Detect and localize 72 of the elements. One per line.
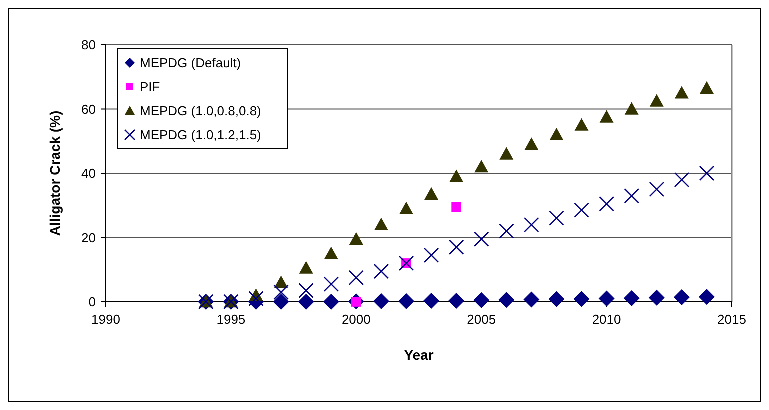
point — [648, 290, 665, 306]
point — [650, 94, 664, 107]
point — [448, 240, 464, 256]
point — [299, 261, 314, 274]
point — [474, 160, 489, 173]
point — [424, 187, 439, 200]
point — [274, 284, 289, 300]
x-tick-label: 2000 — [342, 312, 371, 327]
point — [524, 217, 540, 233]
point — [674, 86, 689, 99]
point — [674, 172, 690, 188]
point — [524, 292, 540, 308]
point — [298, 283, 314, 298]
point — [448, 293, 465, 310]
point — [474, 292, 490, 308]
point — [598, 290, 615, 307]
x-tick-label: 2010 — [592, 312, 622, 327]
point — [324, 246, 338, 260]
legend-label: MEPDG (1.0,1.2,1.5) — [140, 128, 262, 143]
x-tick-label: 2015 — [718, 312, 746, 327]
legend-label: MEPDG (Default) — [140, 56, 242, 71]
point — [373, 293, 390, 310]
point — [452, 202, 462, 212]
point — [700, 81, 714, 94]
point — [574, 118, 589, 131]
legend-label: MEPDG (1.0,0.8,0.8) — [140, 104, 262, 119]
point — [498, 224, 514, 239]
point — [298, 294, 314, 310]
point — [599, 196, 614, 212]
point — [398, 256, 414, 272]
point — [399, 202, 414, 214]
point — [624, 102, 639, 115]
point — [273, 294, 290, 310]
y-tick-label: 20 — [82, 230, 96, 246]
x-tick-label: 1990 — [92, 312, 120, 327]
point — [424, 248, 440, 264]
point — [323, 294, 340, 310]
point — [574, 291, 590, 308]
point — [274, 276, 288, 288]
point — [474, 232, 490, 248]
point — [698, 289, 715, 306]
point — [524, 138, 539, 150]
point — [374, 264, 390, 280]
y-tick-label: 40 — [82, 166, 96, 182]
legend-label: PIF — [140, 80, 160, 95]
y-tick-label: 0 — [88, 294, 96, 310]
y-axis-title: Alligator Crack (%) — [47, 110, 63, 236]
point — [649, 182, 665, 198]
point — [548, 291, 565, 308]
x-axis-title: Year — [404, 347, 434, 363]
point — [550, 128, 564, 141]
point — [374, 218, 388, 230]
point — [674, 290, 690, 306]
x-tick-label: 1995 — [216, 312, 246, 327]
point — [600, 110, 614, 123]
y-tick-label: 80 — [82, 38, 96, 53]
point — [324, 276, 340, 292]
x-tick-label: 2005 — [467, 312, 496, 327]
point — [398, 293, 414, 310]
point — [349, 232, 364, 245]
point — [500, 147, 514, 160]
point — [424, 293, 440, 310]
point — [699, 166, 715, 182]
point — [498, 292, 515, 308]
point — [248, 291, 264, 306]
point — [549, 210, 564, 226]
point — [574, 202, 590, 218]
point — [624, 188, 640, 204]
point — [348, 270, 364, 286]
y-tick-label: 60 — [82, 102, 96, 117]
point — [450, 170, 464, 182]
point — [624, 290, 640, 306]
